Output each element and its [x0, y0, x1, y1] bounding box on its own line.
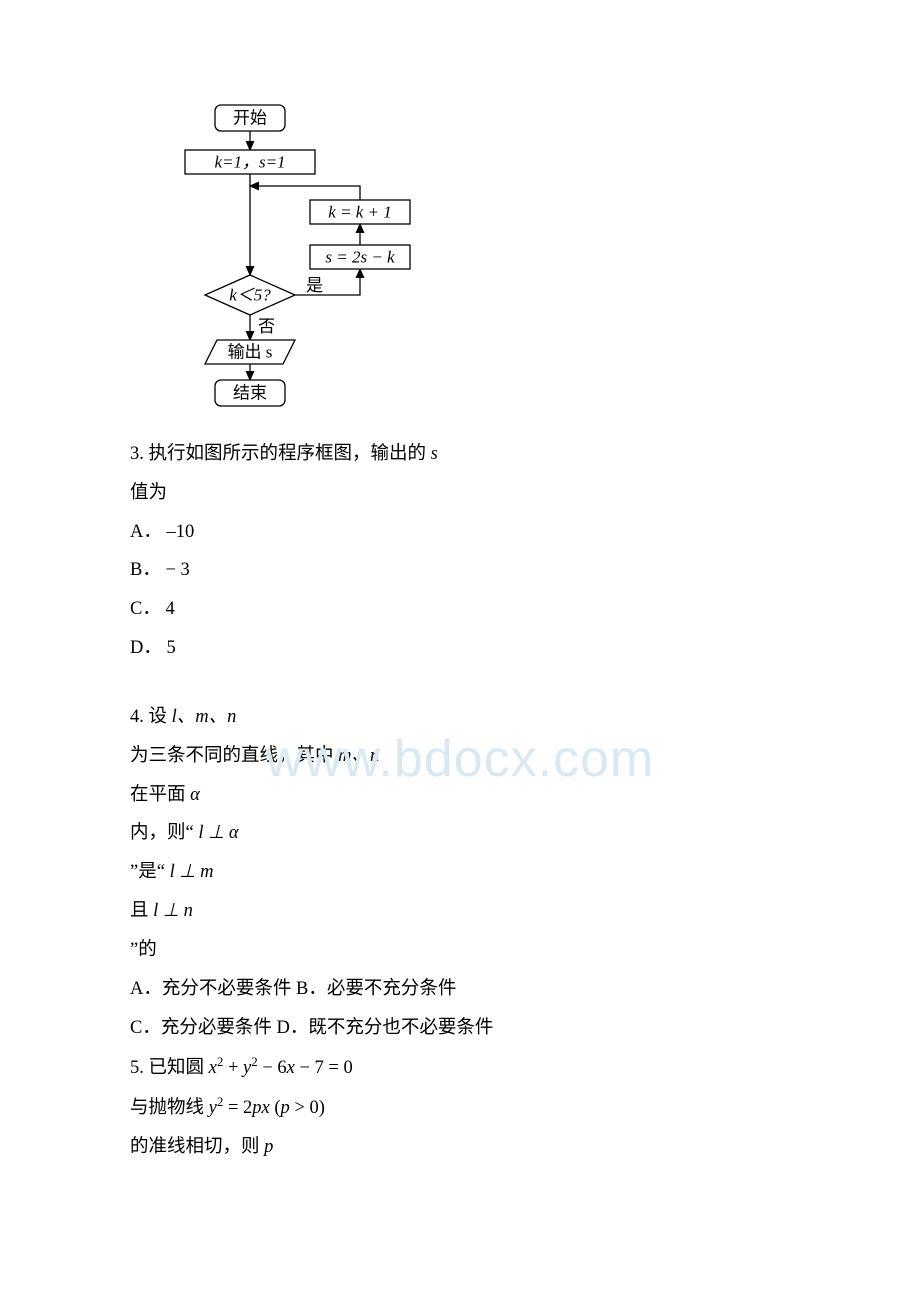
q3-optD-val: 5 — [167, 638, 176, 658]
svg-text:输出 s: 输出 s — [228, 343, 273, 362]
flowchart: 是否 开始 k=1，s=1 k = k + 1 s = 2s − k k＜5? 输出 s 结束 — [160, 100, 790, 425]
q4-optAB: A．充分不必要条件 B．必要不充分条件 — [130, 979, 456, 999]
q4-l2a: 为三条不同的直线，其中 — [130, 746, 334, 766]
q4-l3-var: α — [190, 785, 200, 805]
svg-text:k = k + 1: k = k + 1 — [328, 203, 392, 222]
q4-l6-expr: l ⊥ n — [153, 901, 193, 921]
svg-text:开始: 开始 — [233, 109, 267, 128]
svg-text:否: 否 — [258, 317, 275, 336]
q4-l1-vars: l、m、n — [172, 707, 237, 727]
svg-text:结束: 结束 — [233, 384, 267, 403]
q4-l3a: 在平面 — [130, 785, 186, 805]
q3-var-s: s — [431, 444, 438, 464]
q4-l6a: 且 — [130, 901, 153, 921]
q3-stem2: 值为 — [130, 483, 167, 503]
q3-optA-label: A． — [130, 522, 162, 542]
q4-l5-expr: l ⊥ m — [170, 862, 214, 882]
q3-optA-val: –10 — [167, 522, 195, 542]
q5-l3-var: p — [264, 1137, 273, 1157]
q4-l4a: 内，则“ — [130, 823, 194, 843]
q3-stem-line1: 3. 执行如图所示的程序框图，输出的 s — [130, 435, 790, 474]
svg-text:是: 是 — [306, 276, 323, 295]
q5-l2a: 与抛物线 — [130, 1098, 204, 1118]
q4-l1a: 4. 设 — [130, 707, 167, 727]
q5-l1a: 5. 已知圆 — [130, 1058, 204, 1078]
q3-optC-label: C． — [130, 599, 161, 619]
q3-stem1: 3. 执行如图所示的程序框图，输出的 — [130, 444, 426, 464]
svg-text:k=1，s=1: k=1，s=1 — [214, 153, 285, 172]
q4-optCD: C．充分必要条件 D．既不充分也不必要条件 — [130, 1018, 493, 1038]
q3-optB-label: B． — [130, 560, 161, 580]
q4-l7: ”的 — [130, 940, 157, 960]
svg-text:s = 2s − k: s = 2s − k — [325, 248, 395, 267]
flowchart-svg: 是否 开始 k=1，s=1 k = k + 1 s = 2s − k k＜5? 输出 s 结束 — [160, 100, 420, 410]
q4-l4-expr: l ⊥ α — [198, 823, 238, 843]
q5-l3a: 的准线相切，则 — [130, 1137, 260, 1157]
q3-optD-label: D． — [130, 638, 162, 658]
q4-l2-vars: m、n — [338, 746, 379, 766]
q3-optC-val: 4 — [165, 599, 174, 619]
q4-l5a: ”是“ — [130, 862, 165, 882]
q5-l1-expr: x2 + y2 − 6x − 7 = 0 — [209, 1058, 353, 1078]
q3-optB-val: − 3 — [165, 560, 189, 580]
svg-text:k＜5?: k＜5? — [229, 286, 271, 305]
q5-l2-expr: y2 = 2px (p > 0) — [209, 1098, 325, 1118]
